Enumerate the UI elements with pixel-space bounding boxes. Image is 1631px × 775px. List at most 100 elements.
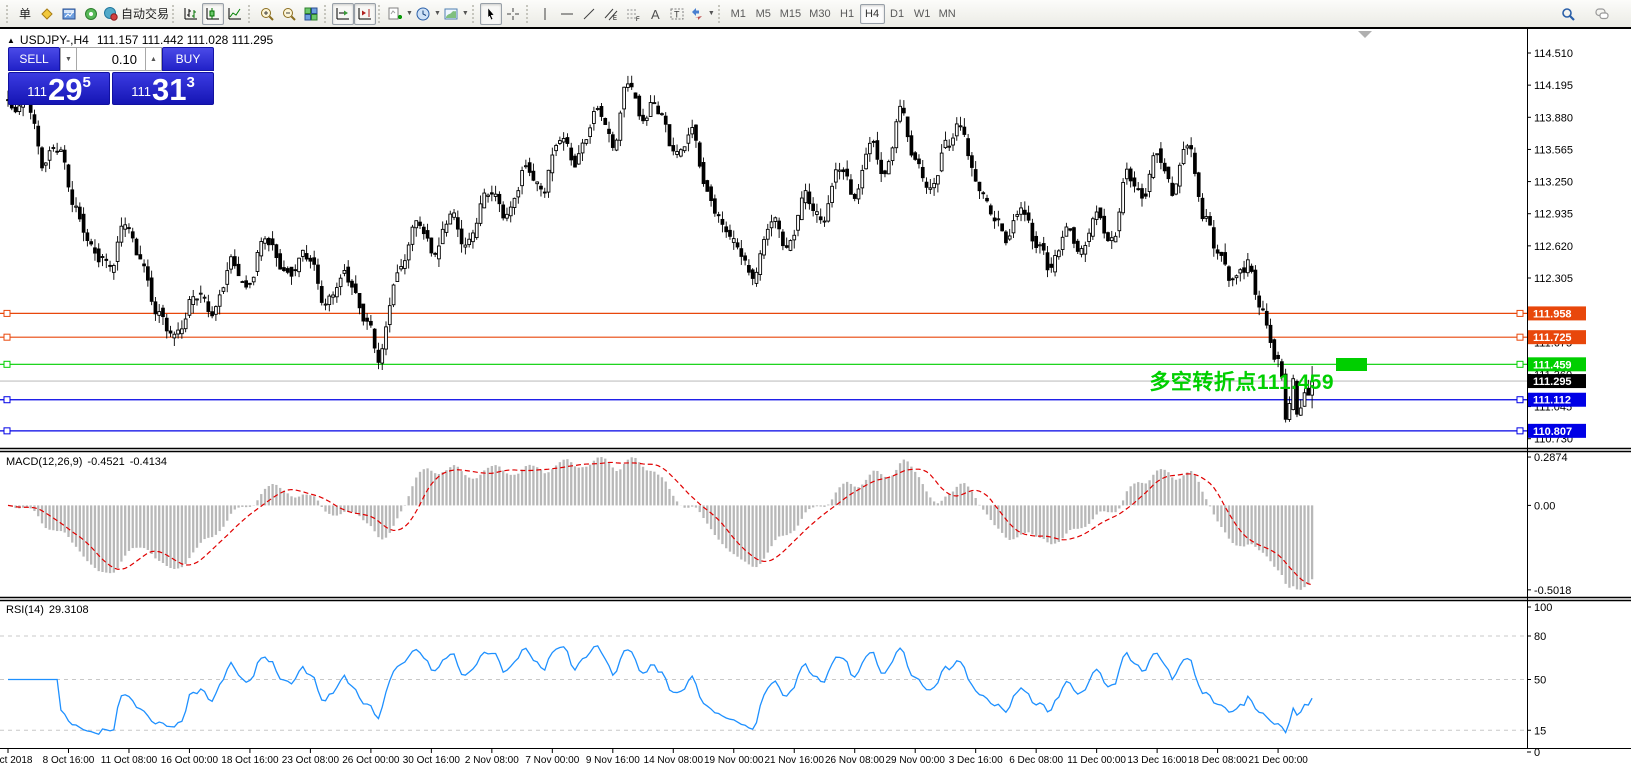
cursor-button[interactable]: [479, 2, 502, 25]
trendline-icon: [583, 8, 595, 19]
rsi-tick-label: 100: [1534, 602, 1552, 614]
zoom-out-button[interactable]: [278, 3, 300, 25]
line-handle[interactable]: [1516, 396, 1524, 404]
sell-price-display[interactable]: 111 29 5: [8, 72, 110, 105]
indicators-button[interactable]: ▼: [386, 3, 414, 25]
timeframe-m5-button[interactable]: M5: [755, 7, 771, 20]
timeframe-h4-button[interactable]: H4: [859, 3, 885, 24]
channel-icon: E: [604, 8, 618, 22]
macd-tick-label: 0.2874: [1534, 452, 1568, 464]
price-tag-label: 111.725: [1533, 332, 1572, 344]
time-tick-label: 2 Nov 08:00: [465, 755, 519, 766]
new-order-button[interactable]: [36, 3, 58, 25]
vertical-line-button[interactable]: [534, 3, 556, 25]
time-tick-label: 4 Oct 2018: [0, 755, 33, 766]
line-chart-button[interactable]: [224, 3, 246, 25]
dropdown-arrow-icon[interactable]: ▼: [707, 10, 715, 17]
timeframe-m30-button[interactable]: M30: [809, 7, 831, 20]
line-handle[interactable]: [3, 427, 11, 435]
auto-scroll-button[interactable]: [332, 2, 355, 25]
time-tick-label: 26 Oct 00:00: [342, 755, 400, 766]
toolbar-grip: [471, 4, 476, 23]
text-label-button[interactable]: T: [666, 3, 688, 25]
time-tick-label: 29 Nov 00:00: [885, 755, 945, 766]
time-tick-label: 11 Dec 00:00: [1067, 755, 1126, 766]
candlestick-icon: [206, 7, 220, 19]
tile-windows-button[interactable]: [300, 3, 322, 25]
periods-button[interactable]: ▼: [414, 3, 442, 25]
macd-value: -0.4521: [87, 456, 125, 468]
bar-chart-button[interactable]: [180, 3, 202, 25]
order-text-button[interactable]: 单: [14, 3, 36, 25]
chat-icon-button[interactable]: [1591, 3, 1613, 25]
text-button[interactable]: A: [644, 3, 666, 25]
horizontal-line-icon: [560, 13, 573, 14]
time-tick-label: 30 Oct 16:00: [403, 755, 461, 766]
new-order-icon: [41, 7, 53, 20]
chart-shift-button[interactable]: [354, 2, 377, 25]
bar-chart-icon: [184, 7, 198, 19]
price-tag-label: 111.295: [1533, 376, 1572, 388]
line-handle[interactable]: [1516, 360, 1524, 368]
line-handle[interactable]: [1516, 309, 1524, 317]
trendline-button[interactable]: [578, 3, 600, 25]
fibonacci-button[interactable]: F: [622, 3, 644, 25]
fibonacci-icon: F: [626, 9, 640, 22]
zoom-in-button[interactable]: [256, 3, 278, 25]
toolbar-grip: [324, 4, 328, 23]
timeframe-m1-button[interactable]: M1: [730, 7, 746, 20]
volume-decrease-button[interactable]: ▼: [60, 47, 77, 71]
turning-point-marker-rect[interactable]: [1336, 358, 1367, 371]
indicators-icon: [388, 7, 403, 19]
signal-button[interactable]: [80, 3, 102, 25]
search-icon-button[interactable]: [1557, 3, 1579, 25]
price-tag-label: 111.958: [1533, 308, 1572, 320]
tile-windows-icon: [304, 7, 318, 20]
line-handle[interactable]: [3, 309, 11, 317]
autotrading-button-label: 自动交易: [121, 7, 170, 21]
buy-price-display[interactable]: 111 31 3: [112, 72, 214, 105]
timeframe-d1-button[interactable]: D1: [890, 7, 905, 20]
zoom-out-icon: [283, 7, 296, 21]
timeframe-h1-button[interactable]: H1: [840, 7, 855, 20]
line-handle[interactable]: [3, 360, 11, 368]
rsi-tick-label: 0: [1534, 747, 1540, 759]
line-handle[interactable]: [3, 396, 11, 404]
crosshair-button[interactable]: [502, 3, 524, 25]
sell-button[interactable]: SELL: [8, 47, 60, 71]
scroll-to-end-marker[interactable]: [1358, 31, 1372, 38]
chart-window-button[interactable]: [58, 3, 80, 25]
volume-increase-button[interactable]: ▲: [145, 47, 162, 71]
timeframe-mn-button[interactable]: MN: [938, 7, 956, 20]
arrows-icon: [691, 7, 702, 20]
turning-point-annotation[interactable]: 多空转折点111.459: [1149, 371, 1334, 394]
timeframe-w1-button[interactable]: W1: [913, 7, 931, 20]
dropdown-arrow-icon[interactable]: ▼: [433, 10, 441, 17]
collapse-icon[interactable]: ▲: [7, 36, 15, 45]
line-handle[interactable]: [3, 333, 11, 341]
candles-layer: [6, 75, 1314, 423]
autotrading-button[interactable]: 自动交易: [102, 3, 170, 25]
price-tag-label: 110.807: [1533, 426, 1572, 438]
price-tick-label: 114.195: [1534, 80, 1573, 92]
time-tick-label: 21 Dec 00:00: [1248, 755, 1308, 766]
timeframe-m15-button[interactable]: M15: [779, 7, 802, 20]
candlestick-button[interactable]: [202, 2, 225, 25]
buy-button[interactable]: BUY: [162, 47, 214, 71]
templates-button[interactable]: ▼: [442, 3, 470, 25]
rsi-name: RSI(14): [6, 604, 44, 616]
dropdown-arrow-icon[interactable]: ▼: [461, 10, 469, 17]
channel-button[interactable]: E: [600, 3, 622, 25]
buy-price-pips: 31: [151, 72, 187, 108]
price-tag: [1528, 392, 1586, 407]
dropdown-arrow-icon[interactable]: ▼: [406, 10, 413, 17]
line-handle[interactable]: [1516, 427, 1524, 435]
time-tick-label: 23 Oct 08:00: [282, 755, 340, 766]
toolbar-grip: [525, 4, 530, 23]
horizontal-line-button[interactable]: [556, 3, 578, 25]
line-handle[interactable]: [1516, 333, 1524, 341]
volume-input[interactable]: 0.10: [77, 47, 145, 71]
arrows-button[interactable]: ▼: [688, 3, 716, 25]
